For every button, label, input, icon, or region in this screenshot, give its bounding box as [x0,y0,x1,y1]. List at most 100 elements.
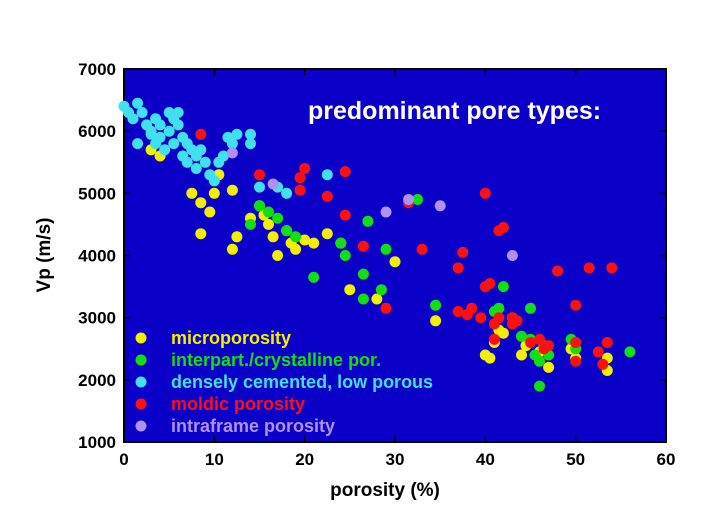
data-point-series-0 [186,187,198,199]
y-tick-label: 7000 [78,60,116,79]
data-point-series-1 [281,225,293,237]
data-point-series-1 [254,200,265,212]
data-point-series-2 [159,144,171,156]
data-point-series-3 [570,337,582,348]
data-point-series-1 [357,293,369,305]
data-point-series-0 [371,293,383,305]
data-point-series-2 [190,163,202,174]
data-point-series-1 [534,380,545,392]
data-point-series-3 [254,169,265,181]
data-point-series-0 [226,243,238,255]
x-axis-label: porosity (%) [330,480,440,501]
data-point-series-1 [525,302,536,314]
data-point-series-0 [226,184,238,196]
x-tick-label: 50 [566,450,585,469]
data-point-series-0 [267,231,279,243]
data-point-series-3 [606,262,618,274]
data-point-series-3 [597,358,609,370]
data-point-series-0 [290,243,302,255]
data-point-series-2 [181,156,193,168]
data-point-series-0 [308,237,320,249]
data-point-series-2 [127,113,139,125]
data-point-series-2 [231,128,243,140]
legend-label: microporosity [171,328,291,348]
data-point-series-2 [168,138,180,150]
y-tick-label: 4000 [78,247,116,266]
legend-marker [135,354,147,366]
data-point-series-1 [534,355,545,367]
data-point-series-3 [570,299,582,311]
data-point-series-3 [294,184,306,196]
data-point-series-1 [624,346,636,358]
data-point-series-0 [484,352,496,364]
data-point-series-3 [452,262,464,274]
data-point-series-3 [534,333,545,345]
data-point-series-0 [321,228,333,240]
data-point-series-0 [272,250,284,261]
data-point-series-2 [132,97,144,109]
data-point-series-3 [592,346,604,358]
data-point-series-3 [299,163,311,174]
y-tick-label: 2000 [78,371,116,390]
y-tick-label: 1000 [78,433,116,452]
legend-label: interpart./crystalline por. [171,350,381,370]
data-point-series-4 [267,178,279,190]
y-tick-label: 3000 [78,309,116,328]
x-tick-label: 40 [476,450,495,469]
data-point-series-1 [308,271,320,283]
data-point-series-1 [412,194,424,205]
data-point-series-2 [163,125,175,137]
data-point-series-1 [335,237,347,249]
x-tick-label: 10 [205,450,224,469]
data-point-series-0 [543,361,555,373]
data-point-series-0 [344,284,356,296]
data-point-series-3 [321,190,333,202]
data-point-series-3 [484,278,496,289]
data-point-series-2 [172,107,184,118]
data-point-series-3 [380,302,392,314]
data-point-series-4 [506,250,518,261]
data-point-series-1 [380,243,392,255]
data-point-series-4 [434,200,446,212]
legend-marker [135,420,147,432]
x-tick-label: 20 [295,450,314,469]
data-point-series-4 [226,147,238,159]
data-point-series-3 [339,166,351,178]
data-point-series-2 [199,156,211,168]
data-point-series-0 [389,256,401,268]
data-point-series-1 [516,330,527,342]
data-point-series-0 [430,315,442,327]
data-point-series-0 [231,231,243,243]
data-point-series-2 [245,138,256,150]
data-point-series-3 [479,187,491,199]
data-point-series-2 [132,138,144,150]
data-point-series-3 [543,340,555,352]
legend-label: intraframe porosity [171,416,335,436]
data-point-series-1 [339,250,351,261]
legend-marker [135,398,147,410]
data-point-series-3 [570,355,582,367]
data-point-series-1 [263,206,274,218]
x-tick-label: 0 [119,450,128,469]
data-point-series-2 [321,169,333,181]
data-point-series-3 [357,240,369,252]
plot-area [123,68,667,443]
legend-label: densely cemented, low porous [171,372,433,392]
data-point-series-2 [195,144,207,156]
data-point-series-0 [516,349,527,361]
data-point-series-3 [488,333,500,345]
data-point-series-2 [154,119,166,131]
data-point-series-3 [525,337,536,348]
legend-marker [135,332,147,344]
data-point-series-0 [497,327,509,339]
data-point-series-3 [416,243,428,255]
data-points [118,97,636,392]
data-point-series-2 [172,119,184,131]
legend-marker [135,376,147,388]
data-point-series-3 [511,315,523,327]
x-tick-label: 30 [386,450,405,469]
data-point-series-0 [208,187,220,199]
data-point-series-3 [475,312,487,324]
data-point-series-0 [195,197,207,209]
data-point-series-2 [226,138,238,150]
